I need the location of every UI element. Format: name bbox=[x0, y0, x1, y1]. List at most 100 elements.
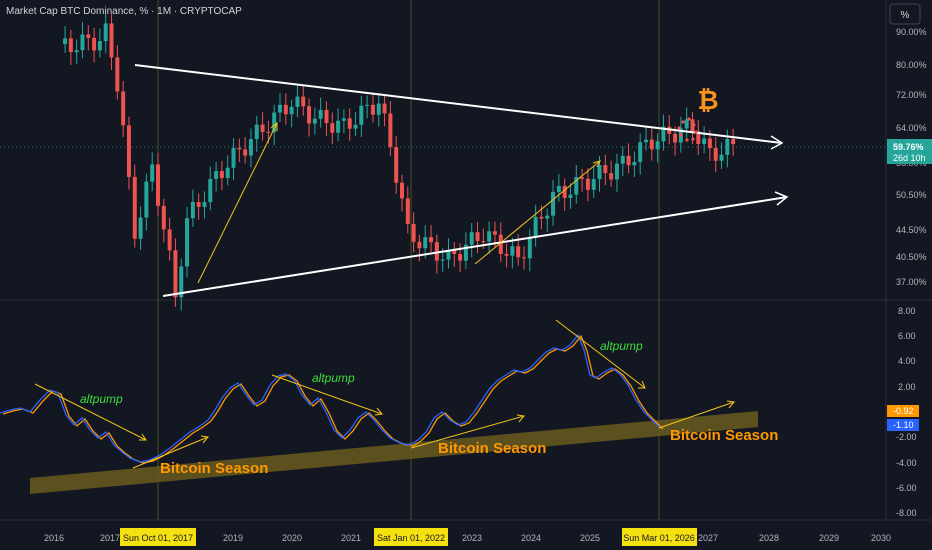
candle-body bbox=[248, 139, 253, 156]
candle-body bbox=[97, 41, 102, 51]
bitcoin-season-label-2[interactable]: Bitcoin Season bbox=[438, 440, 546, 457]
upper-trendline[interactable] bbox=[134, 64, 783, 144]
candle-body bbox=[138, 217, 143, 239]
candle-body bbox=[609, 173, 614, 180]
osc-tick: 2.00 bbox=[898, 382, 916, 392]
osc-arrow-up-1-head bbox=[200, 435, 209, 444]
candle-body bbox=[318, 109, 323, 119]
osc-arrow-down-3-head bbox=[638, 380, 646, 389]
candle-body bbox=[295, 96, 300, 107]
scale-toggle-button[interactable] bbox=[889, 3, 921, 25]
candle-body bbox=[707, 138, 712, 149]
candle-body bbox=[376, 103, 381, 115]
osc-blue-badge[interactable] bbox=[887, 419, 919, 431]
last-price-value: 59.76% bbox=[893, 142, 924, 152]
candle-body bbox=[731, 138, 736, 145]
bitcoin-logo-icon[interactable]: ₿ bbox=[697, 85, 718, 115]
time-tick: 2023 bbox=[462, 533, 482, 543]
altpump-label-3[interactable]: altpump bbox=[600, 339, 643, 353]
lower-trendline[interactable] bbox=[162, 196, 788, 297]
candle-body bbox=[649, 139, 654, 150]
bitcoin-season-label-1[interactable]: Bitcoin Season bbox=[160, 460, 268, 477]
candle-body bbox=[614, 163, 619, 180]
time-tick: 2027 bbox=[698, 533, 718, 543]
candle-body bbox=[411, 223, 416, 242]
osc-arrow-up-2-head bbox=[516, 414, 525, 423]
candle-body bbox=[713, 148, 718, 161]
candle-body bbox=[336, 120, 341, 133]
date-badge-1[interactable] bbox=[120, 528, 196, 546]
osc-tick: 4.00 bbox=[898, 356, 916, 366]
bitcoin-season-label-3[interactable]: Bitcoin Season bbox=[670, 427, 778, 444]
candle-body bbox=[382, 103, 387, 114]
candle-body bbox=[237, 148, 242, 150]
osc-tick: 6.00 bbox=[898, 331, 916, 341]
candle-body bbox=[725, 138, 730, 155]
candle-body bbox=[504, 254, 509, 256]
osc-orange-badge[interactable] bbox=[887, 405, 919, 417]
candle-body bbox=[365, 104, 370, 106]
osc-blue-value: -1.10 bbox=[893, 420, 914, 430]
bar-countdown: 26d 10h bbox=[893, 153, 926, 163]
date-badge-2[interactable] bbox=[374, 528, 448, 546]
candle-body bbox=[481, 241, 486, 243]
time-tick: 2021 bbox=[341, 533, 361, 543]
osc-arrow-down-2[interactable] bbox=[271, 374, 383, 415]
price-tick: 90.00% bbox=[896, 27, 927, 37]
candle-body bbox=[719, 154, 724, 161]
last-price-badge[interactable] bbox=[887, 139, 932, 164]
price-tick: 64.00% bbox=[896, 123, 927, 133]
candle-body bbox=[225, 167, 230, 179]
candle-body bbox=[86, 34, 91, 38]
osc-arrow-up-1[interactable] bbox=[132, 436, 209, 469]
oscillator-line-blue bbox=[0, 333, 661, 463]
candle-body bbox=[92, 37, 97, 51]
candle-body bbox=[498, 234, 503, 255]
candle-body bbox=[289, 106, 294, 115]
osc-arrow-up-2[interactable] bbox=[410, 415, 525, 449]
candle-body bbox=[330, 123, 335, 133]
price-arrow-1[interactable] bbox=[197, 122, 278, 284]
osc-arrow-down-3[interactable] bbox=[555, 319, 646, 389]
candle-body bbox=[434, 242, 439, 261]
candle-body bbox=[278, 104, 282, 113]
price-arrow-2[interactable] bbox=[474, 160, 601, 265]
chart-title[interactable]: Market Cap BTC Dominance, % · 1M · CRYPT… bbox=[6, 6, 242, 17]
candle-body bbox=[655, 141, 660, 150]
candle-body bbox=[231, 148, 236, 168]
candle-body bbox=[556, 185, 561, 192]
candle-body bbox=[161, 205, 166, 230]
candle-body bbox=[347, 118, 352, 129]
candle-body bbox=[591, 179, 596, 190]
candle-body bbox=[103, 23, 108, 42]
altpump-label-1[interactable]: altpump bbox=[80, 392, 123, 406]
candle-body bbox=[551, 191, 556, 216]
candle-body bbox=[574, 177, 579, 195]
candle-body bbox=[452, 250, 457, 255]
candle-body bbox=[638, 142, 643, 162]
candle-body bbox=[214, 171, 219, 179]
price-tick: 72.00% bbox=[896, 90, 927, 100]
candle-body bbox=[603, 165, 608, 174]
bitcoin-season-band[interactable] bbox=[30, 411, 758, 494]
candle-body bbox=[562, 185, 567, 198]
candle-body bbox=[394, 147, 399, 183]
date-badge-3[interactable] bbox=[622, 528, 697, 546]
osc-arrow-up-3[interactable] bbox=[658, 401, 735, 429]
candle-body bbox=[109, 23, 114, 58]
time-tick: 2016 bbox=[44, 533, 64, 543]
candle-body bbox=[388, 113, 393, 148]
candle-body bbox=[115, 57, 120, 92]
altpump-label-2[interactable]: altpump bbox=[312, 371, 355, 385]
candle-body bbox=[324, 109, 329, 124]
osc-tick: -8.00 bbox=[896, 508, 917, 518]
time-tick: 2028 bbox=[759, 533, 779, 543]
candle-body bbox=[405, 198, 410, 224]
candle-body bbox=[487, 231, 492, 242]
osc-arrow-down-1[interactable] bbox=[34, 383, 147, 441]
candle-body bbox=[632, 161, 637, 166]
candle-body bbox=[68, 38, 73, 53]
candle-body bbox=[341, 118, 346, 121]
time-tick: 2025 bbox=[580, 533, 600, 543]
